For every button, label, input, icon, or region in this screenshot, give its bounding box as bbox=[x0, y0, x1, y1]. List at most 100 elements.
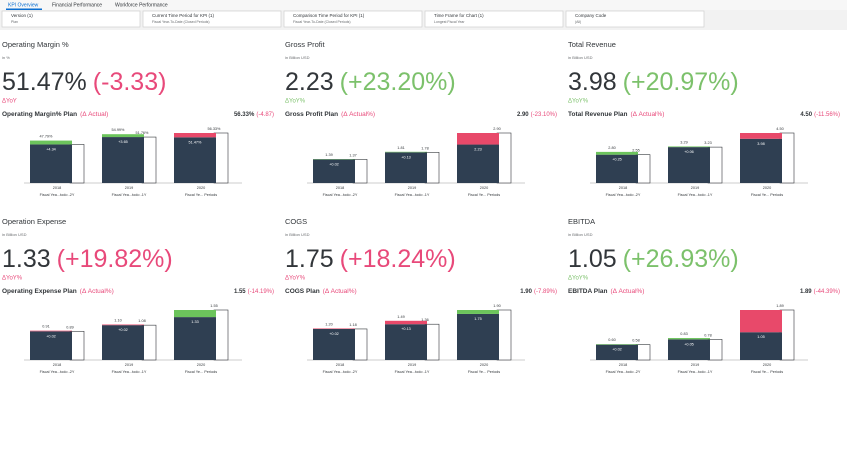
kpi-delta: (+20.97%) bbox=[623, 68, 739, 96]
actual-label: 1.49 bbox=[397, 315, 404, 319]
tab[interactable]: Workforce Performance bbox=[115, 2, 168, 8]
category-sublabel: Fiscal Yea...todo -2Y bbox=[40, 193, 75, 197]
actual-label: 3.29 bbox=[680, 140, 687, 144]
actual-label: 51.47% bbox=[189, 140, 203, 144]
category-sublabel: Fiscal Ye... Periods bbox=[185, 370, 217, 374]
plan-delta: (-11.56%) bbox=[814, 112, 840, 118]
kpi-delta: (+19.82%) bbox=[57, 245, 173, 273]
actual-label: 2.80 bbox=[608, 146, 615, 150]
category-sublabel: Fiscal Yea...todo -1Y bbox=[395, 193, 430, 197]
plan-label-text: Gross Profit Plan bbox=[285, 111, 338, 118]
actual-label: 3.98 bbox=[757, 142, 764, 146]
plan-bar bbox=[636, 155, 650, 183]
delta-bar-label: +0.02 bbox=[46, 334, 56, 338]
category-sublabel: Fiscal Yea...todo -1Y bbox=[395, 370, 430, 374]
plan-delta: (-14.19%) bbox=[248, 289, 274, 295]
difference-bar bbox=[668, 146, 710, 147]
plan-bar bbox=[425, 152, 439, 183]
category-sublabel: Fiscal Ye... Periods bbox=[751, 370, 783, 374]
plan-bar bbox=[780, 133, 794, 183]
category-sublabel: Fiscal Yea...todo -1Y bbox=[678, 193, 713, 197]
delta-label: ΔYoY% bbox=[2, 276, 23, 282]
delta-bar-label: +0.02 bbox=[118, 328, 128, 332]
category-sublabel: Fiscal Yea...todo -2Y bbox=[40, 370, 75, 374]
tile-title[interactable]: Operation Expense bbox=[2, 217, 66, 226]
tile-title[interactable]: Gross Profit bbox=[285, 40, 326, 49]
plan-value: 1.90(-7.89%) bbox=[520, 289, 557, 295]
tile-unit: in Billion USD bbox=[285, 55, 310, 60]
delta-bar-label: +0.13 bbox=[401, 327, 411, 331]
category-sublabel: Fiscal Yea...todo -1Y bbox=[112, 370, 147, 374]
plan-bar bbox=[425, 324, 439, 360]
kpi-value-number: 1.75 bbox=[285, 245, 334, 273]
actual-label: 1.39 bbox=[325, 153, 332, 157]
difference-bar bbox=[596, 344, 638, 345]
delta-bar-label: +3.65 bbox=[118, 140, 128, 144]
tile-title[interactable]: Total Revenue bbox=[568, 40, 616, 49]
tile-unit: in Billion USD bbox=[568, 232, 593, 237]
difference-bar bbox=[457, 133, 499, 145]
category-label: 2019 bbox=[125, 363, 133, 367]
filter-value: Longest Fiscal Year bbox=[434, 20, 465, 24]
difference-bar bbox=[740, 310, 782, 332]
kpi-value: 3.98(+20.97%) bbox=[568, 68, 739, 96]
plan-bar-label: 1.90 bbox=[493, 304, 500, 308]
difference-bar bbox=[174, 133, 216, 137]
plan-bar-label: 1.36 bbox=[421, 318, 428, 322]
plan-delta: (-4.87) bbox=[256, 112, 274, 118]
actual-label: 1.81 bbox=[397, 146, 404, 150]
filter-label: Comparison Time Period for KPI (1) bbox=[293, 13, 365, 18]
plan-label: Gross Profit Plan(Δ Actual%) bbox=[285, 111, 375, 118]
tile-title[interactable]: EBITDA bbox=[568, 217, 595, 226]
plan-bar bbox=[497, 133, 511, 183]
filter-label: Version (1) bbox=[11, 13, 33, 18]
plan-label: COGS Plan(Δ Actual%) bbox=[285, 288, 357, 295]
plan-label-text: EBITDA Plan bbox=[568, 288, 608, 295]
plan-bar-label: 56.33% bbox=[208, 127, 222, 131]
difference-bar bbox=[740, 133, 782, 139]
plan-value-number: 1.89 bbox=[800, 289, 812, 295]
plan-value: 2.90(-23.10%) bbox=[517, 112, 557, 118]
plan-label-text: Operating Expense Plan bbox=[2, 288, 77, 295]
category-label: 2020 bbox=[480, 363, 488, 367]
difference-bar bbox=[174, 310, 216, 317]
actual-label: 0.91 bbox=[42, 325, 49, 329]
plan-bar-label: 3.23 bbox=[704, 141, 711, 145]
kpi-value: 2.23(+23.20%) bbox=[285, 68, 456, 96]
filter-label: Current Time Period for KPI (1) bbox=[152, 13, 215, 18]
plan-label: Operating Margin% Plan(Δ Actual) bbox=[2, 111, 108, 118]
filter-value: Fiscal Year-To-Date (Closed Periods) bbox=[152, 20, 210, 24]
plan-label-text: Total Revenue Plan bbox=[568, 111, 628, 118]
plan-value-number: 56.33% bbox=[234, 112, 255, 118]
category-label: 2018 bbox=[619, 186, 627, 190]
tab[interactable]: KPI Overview bbox=[8, 2, 39, 8]
category-sublabel: Fiscal Ye... Periods bbox=[185, 193, 217, 197]
tile-title[interactable]: Operating Margin % bbox=[2, 40, 69, 49]
plan-suffix: (Δ Actual%) bbox=[630, 111, 664, 118]
plan-value: 1.55(-14.19%) bbox=[234, 289, 274, 295]
actual-label: 54.99% bbox=[112, 128, 126, 132]
plan-bar bbox=[70, 144, 84, 183]
difference-bar bbox=[668, 338, 710, 339]
kpi-value-number: 51.47% bbox=[2, 68, 87, 96]
delta-bar-label: +0.02 bbox=[329, 162, 339, 166]
category-sublabel: Fiscal Ye... Periods bbox=[468, 193, 500, 197]
plan-delta: (-23.10%) bbox=[531, 112, 557, 118]
plan-bar bbox=[142, 325, 156, 360]
tab[interactable]: Financial Performance bbox=[52, 2, 102, 8]
plan-suffix: (Δ Actual%) bbox=[611, 288, 645, 295]
delta-bar-label: +0.02 bbox=[329, 332, 339, 336]
plan-bar bbox=[636, 345, 650, 360]
delta-label: ΔYoY% bbox=[568, 99, 589, 105]
difference-bar bbox=[30, 331, 72, 332]
tile-title[interactable]: COGS bbox=[285, 217, 307, 226]
category-sublabel: Fiscal Yea...todo -2Y bbox=[606, 193, 641, 197]
kpi-value: 51.47%(-3.33) bbox=[2, 68, 166, 96]
plan-bar-label: 0.89 bbox=[66, 325, 73, 329]
plan-bar-label: 1.78 bbox=[421, 146, 428, 150]
kpi-delta: (+26.93%) bbox=[623, 245, 739, 273]
category-label: 2020 bbox=[763, 186, 771, 190]
filter-value: (All) bbox=[575, 20, 581, 24]
category-sublabel: Fiscal Yea...todo -2Y bbox=[606, 370, 641, 374]
